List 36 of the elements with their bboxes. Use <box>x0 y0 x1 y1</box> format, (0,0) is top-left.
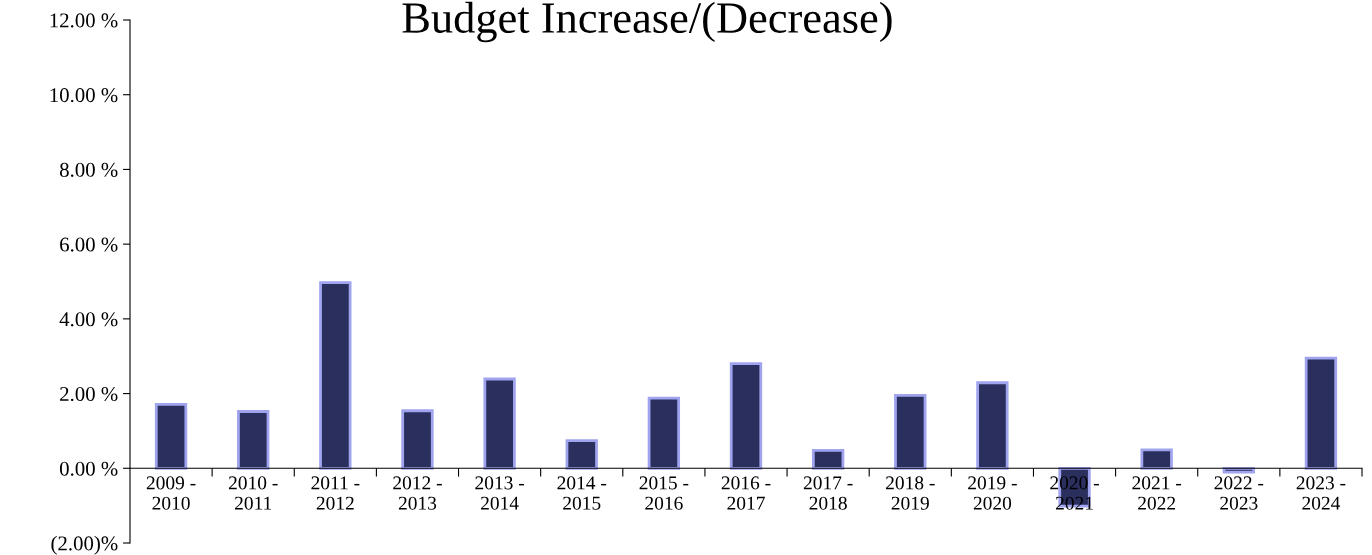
bar <box>894 394 927 470</box>
x-tick-label: 2015 - 2016 <box>639 476 689 510</box>
x-tick-label: 2012 - 2013 <box>393 476 442 510</box>
y-tick-label: 8.00 % <box>59 162 118 177</box>
bar <box>1304 356 1338 470</box>
y-tick-label: 12.00 % <box>50 13 118 28</box>
x-tick-label: 2021 - 2022 <box>1132 476 1182 510</box>
y-tick-label: 4.00 % <box>59 312 118 327</box>
x-tick-label: 2018 - 2019 <box>886 476 935 510</box>
x-tick-label: 2010 - 2011 <box>228 476 278 510</box>
x-tick-label: 2009 - 2010 <box>146 476 196 510</box>
y-tick-label: 0.00 % <box>59 461 118 476</box>
x-tick-label: 2013 - 2014 <box>475 476 525 510</box>
bar <box>647 396 681 470</box>
y-tick-label: (2.00)% <box>51 535 118 555</box>
y-tick-label: 2.00 % <box>60 386 118 402</box>
y-tick-label: 10.00 % <box>50 88 118 103</box>
bar <box>401 409 434 470</box>
bar <box>729 362 763 470</box>
x-tick-label: 2014 - 2015 <box>557 476 607 510</box>
bar <box>1140 448 1173 470</box>
x-tick-label: 2022 - 2023 <box>1214 476 1264 510</box>
bar <box>154 403 188 470</box>
x-tick-label: 2011 - 2012 <box>311 476 360 510</box>
bar <box>319 281 352 470</box>
y-tick-label: 6.00 % <box>60 237 118 252</box>
bar <box>565 439 598 470</box>
x-tick-label: 2017 - 2018 <box>803 476 853 510</box>
bar <box>976 381 1009 470</box>
chart-title: Budget Increase/(Decrease) <box>402 1 892 43</box>
bar <box>237 410 270 470</box>
x-tick-label: 2016 - 2017 <box>721 476 771 510</box>
x-tick-label: 2019 - 2020 <box>968 476 1017 510</box>
x-tick-label: 2023 - 2024 <box>1296 476 1346 510</box>
bar <box>811 448 845 470</box>
bar <box>483 377 516 470</box>
